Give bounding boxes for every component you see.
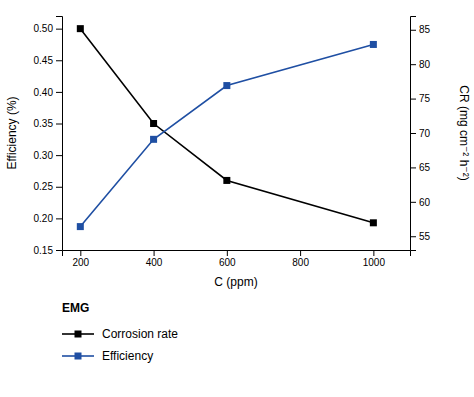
y2-axis: 55 60 65 70 75 80 85: [410, 17, 431, 251]
y2-axis-tick-mark: [410, 99, 416, 100]
x-axis-title: C (ppm): [214, 275, 257, 289]
y-axis-tick-label: 0.20: [34, 213, 54, 224]
x-axis-tick: 200: [72, 250, 89, 268]
y2-axis-title: CR (mg cm⁻² h⁻²): [457, 85, 471, 180]
x-axis-tick-mark: [300, 250, 301, 256]
series-line: [80, 29, 373, 223]
point: [370, 219, 377, 226]
legend: EMG Corrosion rate Efficiency: [62, 301, 178, 363]
y2-axis-tick-label: 70: [419, 128, 431, 139]
y-axis-tick-mark: [56, 92, 62, 93]
x-axis-tick: 1000: [363, 250, 386, 268]
x-axis-tick: 400: [146, 250, 163, 268]
y2-axis-tick-label: 55: [419, 231, 431, 242]
legend-label: Efficiency: [102, 349, 153, 363]
y-axis-tick: 0.35: [34, 118, 62, 129]
x-axis-tick-label: 200: [72, 257, 89, 268]
x-axis-tick-mark: [80, 250, 81, 256]
y2-axis-tick: 70: [410, 128, 431, 139]
plot: 200 400 600 800 1000 0.15 0.20 0.25 0.30 0.35 0.40…: [34, 17, 431, 269]
x-axis-line: [63, 251, 411, 257]
point: [77, 223, 84, 230]
y-axis-tick: 0.20: [34, 213, 62, 224]
y-axis-tick: 0.15: [34, 245, 62, 256]
series-group: [77, 25, 377, 230]
y-axis-line: [56, 17, 63, 251]
y2-axis-tick: 75: [410, 93, 431, 104]
series-line: [80, 44, 373, 226]
y2-axis-line: [411, 17, 417, 251]
y-axis-tick-label: 0.45: [34, 55, 54, 66]
y-axis-tick-label: 0.35: [34, 118, 54, 129]
x-axis-tick-label: 1000: [363, 257, 386, 268]
y2-axis-tick-mark: [410, 167, 416, 168]
legend-marker: [75, 353, 82, 360]
point: [77, 25, 84, 32]
y-axis-tick-label: 0.30: [34, 150, 54, 161]
legend-item: Corrosion rate: [62, 327, 178, 341]
y-axis-tick-mark: [56, 218, 62, 219]
y-axis-tick-mark: [56, 155, 62, 156]
point: [223, 177, 230, 184]
x-axis-tick-mark: [227, 250, 228, 256]
y2-axis-tick: 80: [410, 59, 431, 70]
x-axis-tick: 600: [219, 250, 236, 268]
y2-axis-tick-label: 65: [419, 162, 431, 173]
y-axis-tick: 0.30: [34, 150, 62, 161]
y2-axis-tick: 85: [410, 24, 431, 35]
y-axis-tick-mark: [56, 29, 62, 30]
point: [150, 136, 157, 143]
y-axis-tick-label: 0.50: [34, 23, 54, 34]
x-axis-tick-label: 600: [219, 257, 236, 268]
point: [370, 41, 377, 48]
y-axis-tick-label: 0.40: [34, 87, 54, 98]
y2-axis-tick-mark: [410, 202, 416, 203]
y2-axis-tick-mark: [410, 64, 416, 65]
legend-marker: [75, 331, 82, 338]
y2-axis-tick-label: 75: [419, 93, 431, 104]
y2-axis-tick-label: 80: [419, 59, 431, 70]
y-axis-tick: 0.45: [34, 55, 62, 66]
y2-axis-tick: 55: [410, 231, 431, 242]
y-axis-tick-mark: [56, 124, 62, 125]
y2-axis-tick: 60: [410, 197, 431, 208]
y-axis-tick: 0.25: [34, 181, 62, 192]
legend-item: Efficiency: [62, 349, 153, 363]
y-axis: 0.15 0.20 0.25 0.30 0.35 0.40 0.45 0.50: [34, 17, 63, 256]
y2-axis-tick-mark: [410, 236, 416, 237]
y2-axis-tick-mark: [410, 133, 416, 134]
y-axis-tick-mark: [56, 250, 62, 251]
y2-axis-tick-label: 60: [419, 197, 431, 208]
y-axis-tick-mark: [56, 187, 62, 188]
x-axis-tick-mark: [373, 250, 374, 256]
y2-axis-tick-mark: [410, 30, 416, 31]
x-axis: 200 400 600 800 1000: [63, 250, 411, 268]
point: [223, 82, 230, 89]
x-axis-tick-mark: [154, 250, 155, 256]
legend-title: EMG: [62, 301, 89, 315]
y-axis-tick-label: 0.15: [34, 245, 54, 256]
y2-axis-tick: 65: [410, 162, 431, 173]
point: [150, 120, 157, 127]
x-axis-tick-label: 400: [146, 257, 163, 268]
y-axis-tick: 0.50: [34, 23, 62, 34]
y-axis-tick-mark: [56, 60, 62, 61]
y-axis-title: Efficiency (%): [5, 96, 19, 169]
y-axis-tick-label: 0.25: [34, 181, 54, 192]
y-axis-tick: 0.40: [34, 87, 62, 98]
x-axis-tick: 800: [292, 250, 309, 268]
x-axis-tick-label: 800: [292, 257, 309, 268]
y2-axis-tick-label: 85: [419, 24, 431, 35]
chart: 200 400 600 800 1000 0.15 0.20 0.25 0.30 0.35 0.40…: [0, 0, 474, 397]
legend-label: Corrosion rate: [102, 327, 178, 341]
